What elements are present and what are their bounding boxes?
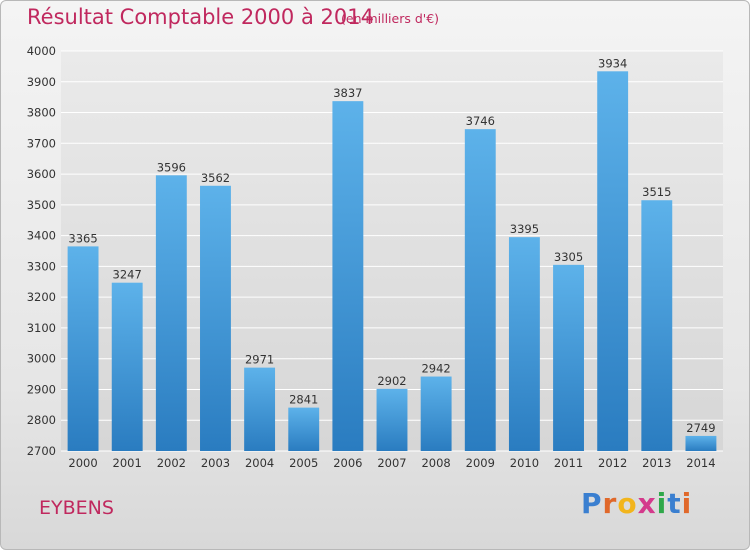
bar-value-label: 3515 bbox=[642, 185, 671, 199]
x-tick-label: 2011 bbox=[554, 456, 583, 470]
bar-value-label: 3746 bbox=[466, 114, 495, 128]
logo-letter: o bbox=[617, 487, 638, 520]
logo-letter: r bbox=[602, 487, 618, 520]
proxiti-logo: Proxiti bbox=[581, 487, 692, 520]
city-name: EYBENS bbox=[39, 497, 114, 519]
bar bbox=[376, 388, 408, 451]
x-tick-label: 2003 bbox=[201, 456, 230, 470]
x-tick-label: 2007 bbox=[377, 456, 406, 470]
bar-value-label: 3395 bbox=[510, 222, 539, 236]
chart-title: Résultat Comptable 2000 à 2014 bbox=[27, 5, 374, 29]
bar-value-label: 3365 bbox=[68, 231, 97, 245]
logo-letter: P bbox=[581, 487, 603, 520]
bar bbox=[420, 376, 452, 451]
x-tick-label: 2010 bbox=[510, 456, 539, 470]
y-tick-label: 3600 bbox=[27, 167, 56, 181]
y-tick-label: 3300 bbox=[27, 259, 56, 273]
logo-letter: i bbox=[656, 487, 668, 520]
x-tick-label: 2012 bbox=[598, 456, 627, 470]
logo-letter: x bbox=[637, 487, 657, 520]
bar-value-label: 3247 bbox=[113, 268, 142, 282]
bar-value-label: 3305 bbox=[554, 250, 583, 264]
y-tick-label: 3200 bbox=[27, 290, 56, 304]
bars bbox=[67, 71, 717, 452]
x-tick-label: 2014 bbox=[686, 456, 715, 470]
x-tick-label: 2006 bbox=[333, 456, 362, 470]
bar-value-label: 3562 bbox=[201, 171, 230, 185]
y-tick-label: 3900 bbox=[27, 75, 56, 89]
bar bbox=[553, 264, 584, 451]
bar bbox=[332, 101, 364, 452]
y-axis: 2700 2800 2900 3000 3100 3200 3300 3400 3500 3600… bbox=[27, 44, 56, 458]
bar bbox=[200, 185, 231, 451]
bar-value-label: 2749 bbox=[686, 421, 715, 435]
logo-letter: i bbox=[681, 487, 693, 520]
y-tick-label: 4000 bbox=[27, 44, 56, 58]
data-labels: 3365 3247 3596 3562 2971 2841 3837 2902 2942 3746… bbox=[68, 56, 715, 435]
bar-value-label: 3934 bbox=[598, 56, 627, 70]
y-tick-label: 3000 bbox=[27, 352, 56, 366]
bar-value-label: 3596 bbox=[157, 160, 186, 174]
x-tick-label: 2009 bbox=[466, 456, 495, 470]
bar bbox=[464, 129, 496, 451]
x-tick-label: 2000 bbox=[68, 456, 97, 470]
y-tick-label: 3400 bbox=[27, 229, 56, 243]
y-tick-label: 3100 bbox=[27, 321, 56, 335]
bar-value-label: 2902 bbox=[377, 374, 406, 388]
y-tick-label: 2800 bbox=[27, 413, 56, 427]
y-tick-label: 2900 bbox=[27, 382, 56, 396]
y-tick-label: 2700 bbox=[27, 444, 56, 458]
logo-letter: t bbox=[667, 487, 682, 520]
bar-value-label: 2971 bbox=[245, 353, 274, 367]
bar bbox=[244, 367, 276, 451]
bar bbox=[685, 435, 717, 451]
y-tick-label: 3800 bbox=[27, 106, 56, 120]
x-tick-label: 2001 bbox=[113, 456, 142, 470]
bar bbox=[67, 246, 99, 451]
x-tick-label: 2002 bbox=[157, 456, 186, 470]
chart-subtitle: (en milliers d'€) bbox=[341, 11, 440, 26]
x-tick-label: 2004 bbox=[245, 456, 274, 470]
bar bbox=[155, 175, 187, 452]
bar bbox=[641, 200, 673, 451]
x-tick-label: 2013 bbox=[642, 456, 671, 470]
bar-value-label: 2942 bbox=[421, 362, 450, 376]
y-tick-label: 3700 bbox=[27, 136, 56, 150]
y-tick-label: 3500 bbox=[27, 198, 56, 212]
x-axis: 2000 2001 2002 2003 2004 2005 2006 2007 2008 2009… bbox=[68, 456, 715, 470]
bar bbox=[508, 237, 540, 451]
bar-value-label: 2841 bbox=[289, 393, 318, 407]
x-tick-label: 2008 bbox=[421, 456, 450, 470]
bar bbox=[597, 71, 629, 452]
x-tick-label: 2005 bbox=[289, 456, 318, 470]
bar bbox=[288, 407, 320, 451]
bar bbox=[111, 282, 143, 451]
bar-value-label: 3837 bbox=[333, 86, 362, 100]
